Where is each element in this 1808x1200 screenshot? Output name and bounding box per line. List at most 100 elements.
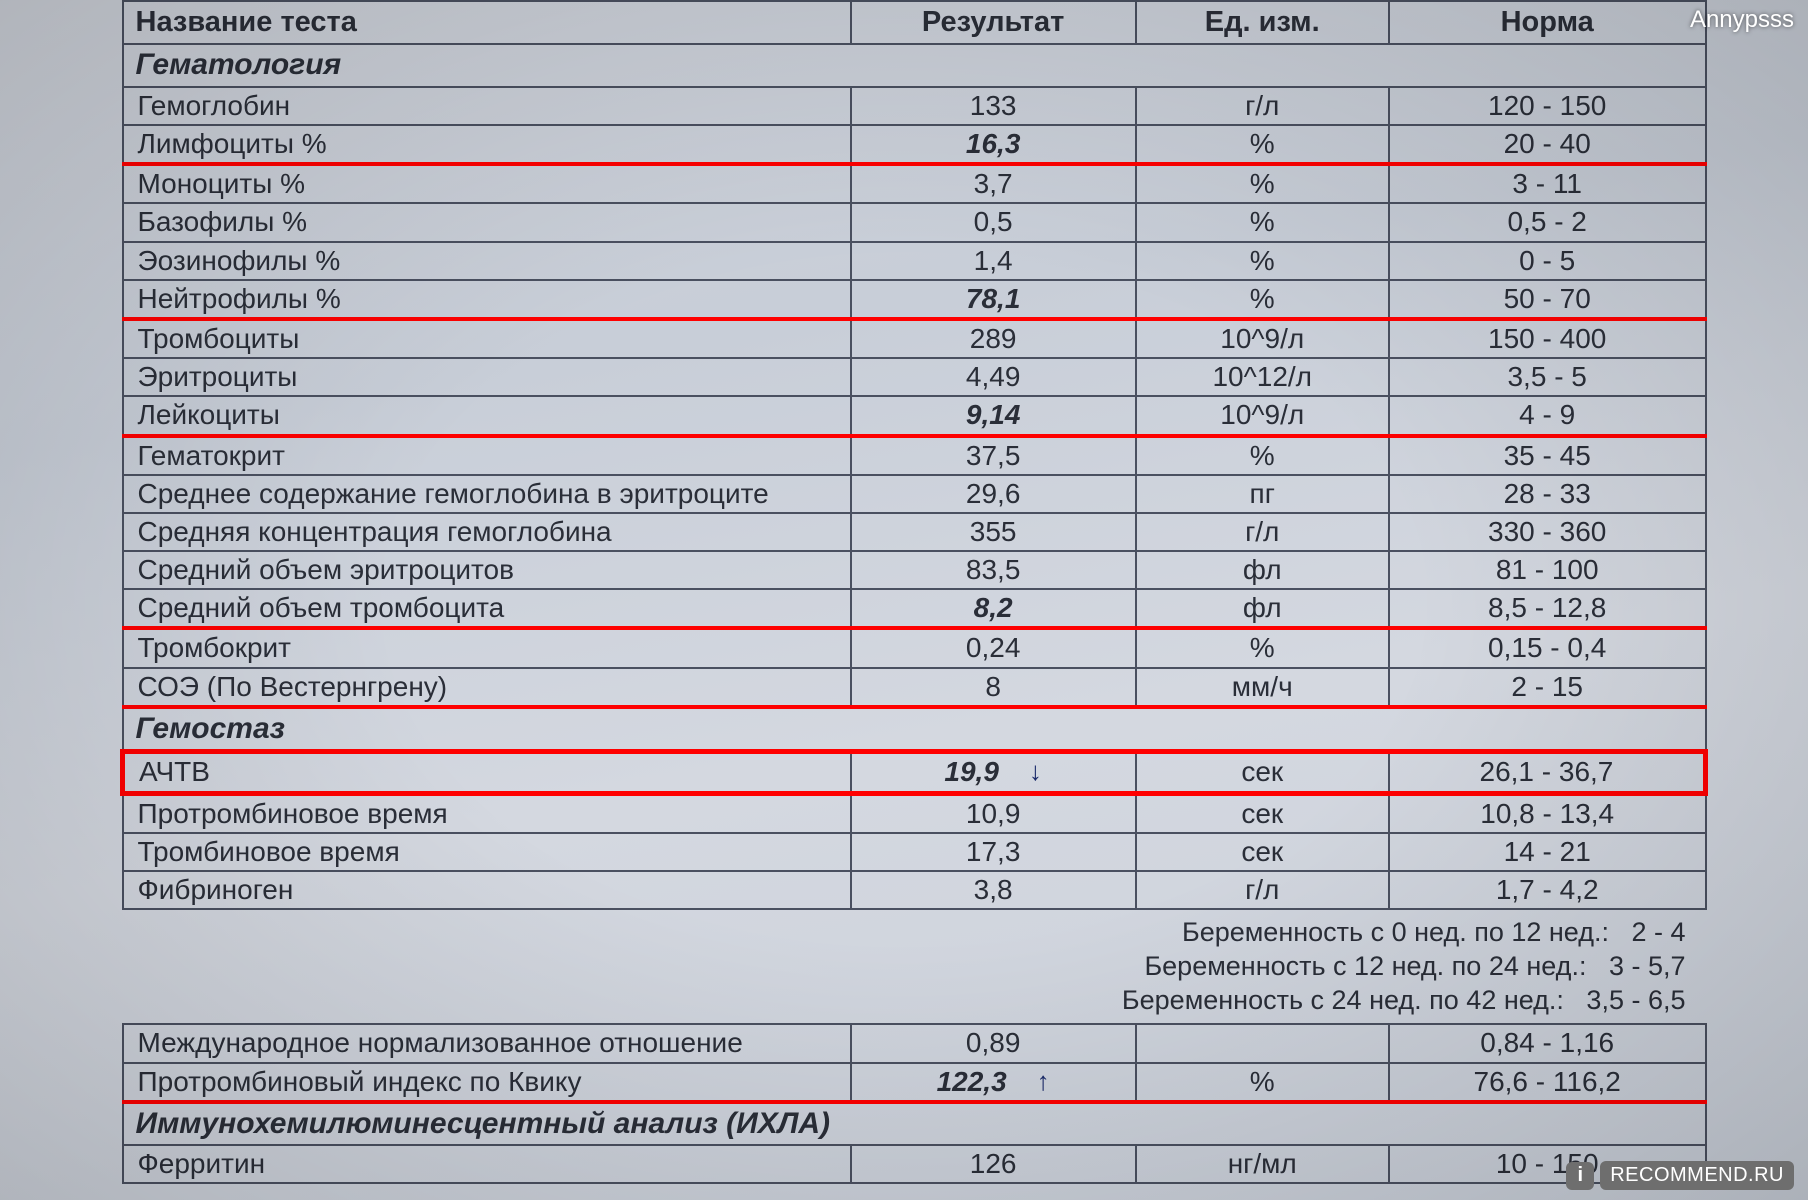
table-row: Гемоглобин133г/л120 - 150: [123, 87, 1706, 125]
cell-norm: 150 - 400: [1389, 319, 1706, 358]
cell-result: 0,5: [851, 203, 1136, 241]
cell-norm: 28 - 33: [1389, 475, 1706, 513]
cell-result: 355: [851, 513, 1136, 551]
cell-unit: сек: [1136, 833, 1389, 871]
cell-name: Эритроциты: [123, 358, 851, 396]
cell-unit: сек: [1136, 752, 1389, 793]
table-row: Фибриноген3,8г/л1,7 - 4,2: [123, 871, 1706, 909]
cell-unit: 10^9/л: [1136, 319, 1389, 358]
lab-report-paper: Annypsss i RECOMMEND.RU Название теста Р…: [0, 0, 1808, 1200]
table-row: Тромбоциты28910^9/л150 - 400: [123, 319, 1706, 358]
notes-row: Беременность с 0 нед. по 12 нед.: 2 - 4Б…: [123, 909, 1706, 1024]
cell-name: Тромбокрит: [123, 628, 851, 667]
col-header-result: Результат: [851, 1, 1136, 44]
table-row: Протромбиновый индекс по Квику122,3↑%76,…: [123, 1063, 1706, 1102]
cell-norm: 0,5 - 2: [1389, 203, 1706, 241]
table-row: Международное нормализованное отношение0…: [123, 1024, 1706, 1062]
cell-result: 19,9↓: [851, 752, 1136, 793]
cell-unit: г/л: [1136, 87, 1389, 125]
cell-norm: 0 - 5: [1389, 242, 1706, 280]
cell-norm: 2 - 15: [1389, 668, 1706, 707]
cell-unit: 10^12/л: [1136, 358, 1389, 396]
table-row: Эритроциты4,4910^12/л3,5 - 5: [123, 358, 1706, 396]
cell-name: Протромбиновый индекс по Квику: [123, 1063, 851, 1102]
table-row: Базофилы %0,5%0,5 - 2: [123, 203, 1706, 241]
cell-name: Международное нормализованное отношение: [123, 1024, 851, 1062]
cell-unit: %: [1136, 203, 1389, 241]
cell-unit: 10^9/л: [1136, 396, 1389, 435]
table-row: Гематокрит37,5%35 - 45: [123, 436, 1706, 475]
cell-name: Тромбоциты: [123, 319, 851, 358]
section-header: Гематология: [123, 44, 1706, 87]
cell-result: 8: [851, 668, 1136, 707]
watermark-username: Annypsss: [1690, 6, 1794, 34]
cell-name: Средний объем эритроцитов: [123, 551, 851, 589]
cell-norm: 76,6 - 116,2: [1389, 1063, 1706, 1102]
col-header-unit: Ед. изм.: [1136, 1, 1389, 44]
table-body: ГематологияГемоглобин133г/л120 - 150Лимф…: [123, 44, 1706, 1183]
cell-result: 122,3↑: [851, 1063, 1136, 1102]
cell-result: 10,9: [851, 793, 1136, 833]
watermark-site: i RECOMMEND.RU: [1566, 1161, 1794, 1190]
header-row: Название теста Результат Ед. изм. Норма: [123, 1, 1706, 44]
cell-norm: 3 - 11: [1389, 164, 1706, 203]
cell-norm: 0,84 - 1,16: [1389, 1024, 1706, 1062]
cell-norm: 120 - 150: [1389, 87, 1706, 125]
cell-result: 29,6: [851, 475, 1136, 513]
cell-result: 0,89: [851, 1024, 1136, 1062]
cell-norm: 50 - 70: [1389, 280, 1706, 319]
cell-name: Базофилы %: [123, 203, 851, 241]
cell-norm: 20 - 40: [1389, 125, 1706, 164]
cell-norm: 330 - 360: [1389, 513, 1706, 551]
cell-unit: г/л: [1136, 513, 1389, 551]
table-row: СОЭ (По Вестернгрену)8мм/ч2 - 15: [123, 668, 1706, 707]
cell-norm: 81 - 100: [1389, 551, 1706, 589]
table-row: Среднее содержание гемоглобина в эритроц…: [123, 475, 1706, 513]
table-row: Эозинофилы %1,4%0 - 5: [123, 242, 1706, 280]
cell-unit: фл: [1136, 589, 1389, 628]
table-row: Моноциты %3,7%3 - 11: [123, 164, 1706, 203]
cell-result: 37,5: [851, 436, 1136, 475]
cell-norm: 4 - 9: [1389, 396, 1706, 435]
cell-unit: фл: [1136, 551, 1389, 589]
cell-unit: %: [1136, 1063, 1389, 1102]
cell-result: 78,1: [851, 280, 1136, 319]
cell-result: 9,14: [851, 396, 1136, 435]
cell-unit: мм/ч: [1136, 668, 1389, 707]
table-row: Тромбиновое время17,3сек14 - 21: [123, 833, 1706, 871]
cell-unit: %: [1136, 164, 1389, 203]
cell-result: 133: [851, 87, 1136, 125]
table-row: Ферритин126нг/мл10 - 150: [123, 1145, 1706, 1183]
section-title: Гематология: [123, 44, 1706, 87]
cell-result: 4,49: [851, 358, 1136, 396]
table-row: Нейтрофилы %78,1%50 - 70: [123, 280, 1706, 319]
cell-name: Среднее содержание гемоглобина в эритроц…: [123, 475, 851, 513]
table-row: Лимфоциты %16,3%20 - 40: [123, 125, 1706, 164]
cell-result: 0,24: [851, 628, 1136, 667]
cell-result: 3,8: [851, 871, 1136, 909]
cell-unit: %: [1136, 125, 1389, 164]
col-header-name: Название теста: [123, 1, 851, 44]
cell-norm: 26,1 - 36,7: [1389, 752, 1706, 793]
section-header: Гемостаз: [123, 707, 1706, 752]
cell-result: 17,3: [851, 833, 1136, 871]
cell-norm: 3,5 - 5: [1389, 358, 1706, 396]
cell-name: Фибриноген: [123, 871, 851, 909]
col-header-norm: Норма: [1389, 1, 1706, 44]
cell-unit: пг: [1136, 475, 1389, 513]
table-row: Средний объем тромбоцита8,2фл8,5 - 12,8: [123, 589, 1706, 628]
cell-norm: 35 - 45: [1389, 436, 1706, 475]
section-title: Иммунохемилюминесцентный анализ (ИХЛА): [123, 1102, 1706, 1146]
cell-unit: %: [1136, 628, 1389, 667]
cell-name: Тромбиновое время: [123, 833, 851, 871]
cell-unit: [1136, 1024, 1389, 1062]
table-row: АЧТВ19,9↓сек26,1 - 36,7: [123, 752, 1706, 793]
cell-name: Нейтрофилы %: [123, 280, 851, 319]
cell-result: 16,3: [851, 125, 1136, 164]
table-row: Лейкоциты9,1410^9/л4 - 9: [123, 396, 1706, 435]
cell-name: Средний объем тромбоцита: [123, 589, 851, 628]
cell-norm: 0,15 - 0,4: [1389, 628, 1706, 667]
cell-name: Лимфоциты %: [123, 125, 851, 164]
cell-result: 126: [851, 1145, 1136, 1183]
cell-result: 3,7: [851, 164, 1136, 203]
